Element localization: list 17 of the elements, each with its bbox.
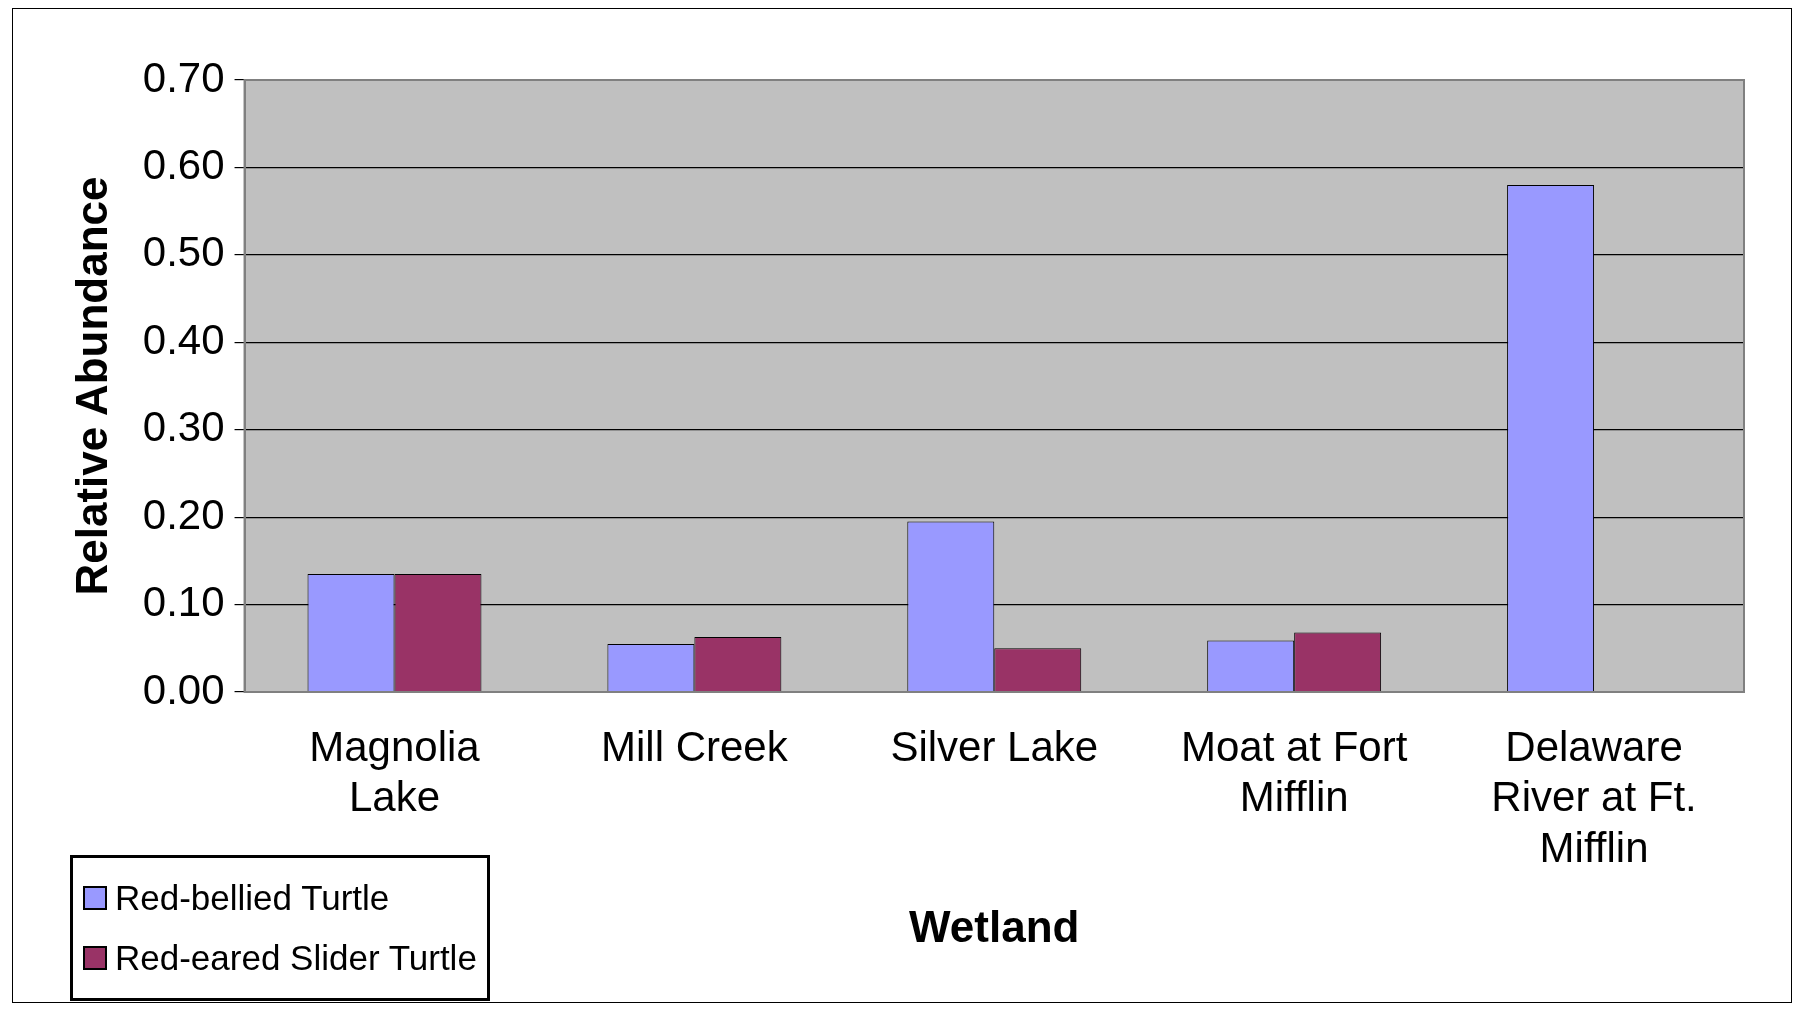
y-tick-label: 0.50 <box>142 228 225 276</box>
x-tick-label: Mill Creek <box>601 722 789 770</box>
y-tick-label: 0.40 <box>142 315 225 363</box>
y-tick-label: 0.10 <box>142 578 225 626</box>
legend-label: Red-bellied Turtle <box>115 878 390 918</box>
y-tick-label: 0.20 <box>142 490 225 538</box>
x-axis-title: Wetland <box>909 901 1080 951</box>
x-tick-label: Moat at Fort Mifflin <box>1180 722 1408 821</box>
y-tick-label: 0.60 <box>142 141 225 189</box>
x-tick-label: Silver Lake <box>890 722 1099 770</box>
x-tick-label: Delaware River at Ft. Mifflin <box>1491 722 1697 871</box>
y-tick-label: 0.70 <box>142 53 225 101</box>
legend-label: Red-eared Slider Turtle <box>115 938 477 978</box>
y-axis-title: Relative Abundance <box>66 176 116 596</box>
y-tick-label: 0.30 <box>142 403 225 451</box>
x-tick-label: Magnolia Lake <box>309 722 481 821</box>
y-tick-label: 0.00 <box>142 665 225 713</box>
